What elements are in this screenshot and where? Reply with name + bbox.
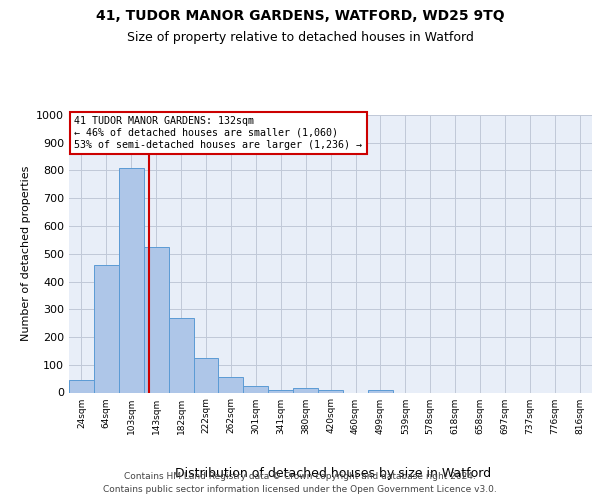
Text: 41 TUDOR MANOR GARDENS: 132sqm
← 46% of detached houses are smaller (1,060)
53% : 41 TUDOR MANOR GARDENS: 132sqm ← 46% of … <box>74 116 362 150</box>
Bar <box>194 358 218 392</box>
Bar <box>218 377 244 392</box>
Bar <box>293 388 318 392</box>
Bar <box>244 386 268 392</box>
Text: Size of property relative to detached houses in Watford: Size of property relative to detached ho… <box>127 31 473 44</box>
Text: Distribution of detached houses by size in Watford: Distribution of detached houses by size … <box>175 468 491 480</box>
Text: Contains HM Land Registry data © Crown copyright and database right 2024.
Contai: Contains HM Land Registry data © Crown c… <box>103 472 497 494</box>
Y-axis label: Number of detached properties: Number of detached properties <box>20 166 31 342</box>
Bar <box>94 265 119 392</box>
Bar <box>169 318 194 392</box>
Bar <box>268 390 293 392</box>
Bar <box>318 390 343 392</box>
Bar <box>368 390 393 392</box>
Bar <box>119 168 144 392</box>
Bar <box>69 380 94 392</box>
Text: 41, TUDOR MANOR GARDENS, WATFORD, WD25 9TQ: 41, TUDOR MANOR GARDENS, WATFORD, WD25 9… <box>95 9 505 23</box>
Bar <box>144 247 169 392</box>
